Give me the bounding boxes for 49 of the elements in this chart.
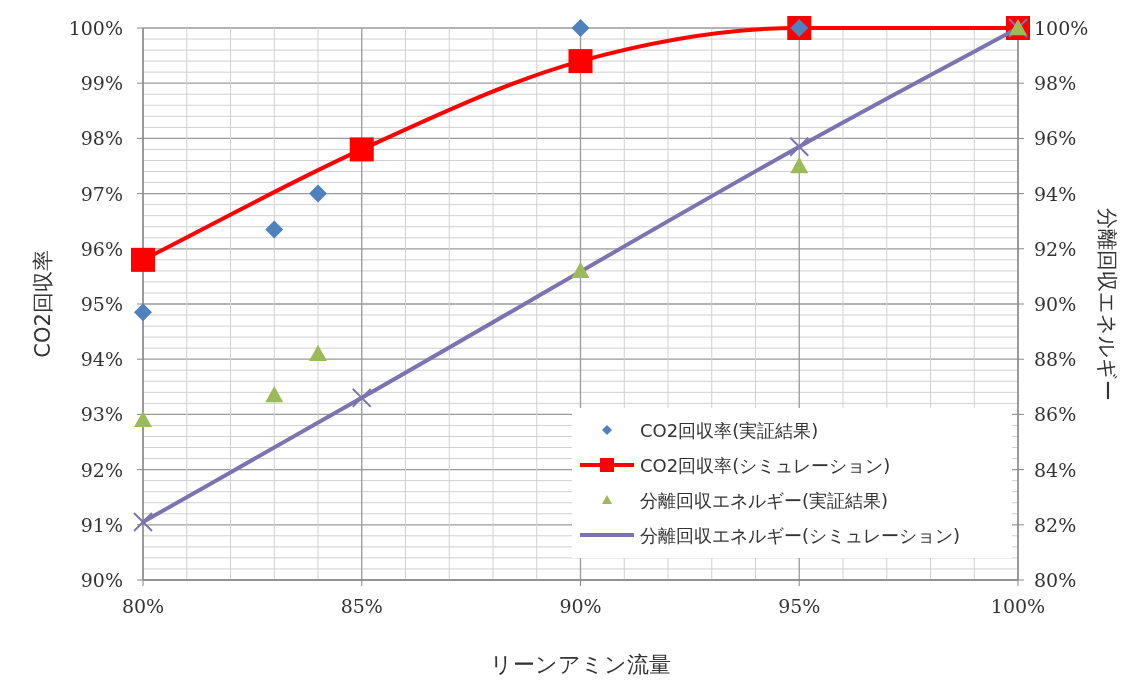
- point: [351, 387, 372, 408]
- point: [309, 184, 327, 203]
- point: [265, 220, 284, 239]
- y2-tick-label: 90%: [1034, 293, 1077, 315]
- point: [309, 344, 327, 361]
- point: [133, 512, 153, 533]
- legend-label: 分離回収エネルギー(シミュレーション): [640, 525, 961, 546]
- y2-tick-label: 80%: [1034, 569, 1077, 591]
- y-tick-label: 94%: [80, 348, 123, 371]
- legend-label: CO2回収率(実証結果): [640, 420, 819, 441]
- y2-tick-label: 98%: [1034, 72, 1077, 95]
- point: [349, 137, 374, 162]
- y-tick-label: 95%: [80, 293, 123, 315]
- x-tick-label: 80%: [121, 595, 165, 617]
- y2-tick-label: 100%: [1034, 17, 1089, 39]
- x-tick-label: 95%: [778, 595, 821, 617]
- y2-axis-title: 分離回収エネルギー: [1095, 207, 1119, 401]
- point: [265, 386, 284, 403]
- y-tick-label: 93%: [80, 403, 123, 426]
- point: [571, 261, 590, 279]
- legend-label: CO2回収率(シミュレーション): [640, 455, 891, 476]
- x-tick-label: 90%: [559, 595, 602, 617]
- y2-tick-label: 92%: [1034, 237, 1077, 260]
- x-axis-title: リーンアミン流量: [490, 652, 671, 677]
- y-tick-label: 90%: [80, 569, 123, 591]
- y-tick-label: 92%: [80, 458, 123, 481]
- y2-tick-label: 96%: [1034, 127, 1077, 150]
- x-tick-label: 85%: [340, 595, 383, 617]
- y-tick-label: 100%: [68, 17, 123, 39]
- y2-tick-label: 86%: [1034, 403, 1077, 426]
- point: [789, 136, 810, 157]
- y-tick-label: 98%: [80, 127, 123, 150]
- y-tick-label: 91%: [80, 513, 123, 536]
- y2-tick-label: 84%: [1034, 458, 1077, 481]
- x-tick-label: 100%: [990, 595, 1046, 617]
- y2-tick-label: 88%: [1034, 348, 1077, 371]
- y-tick-label: 96%: [80, 237, 123, 260]
- y-axis-title: CO2回収率: [31, 250, 55, 358]
- point: [571, 19, 590, 37]
- y2-tick-label: 94%: [1034, 182, 1077, 205]
- legend-label: 分離回収エネルギー(実証結果): [640, 490, 889, 511]
- point: [131, 247, 155, 272]
- y2-tick-label: 82%: [1034, 513, 1077, 536]
- point: [134, 410, 152, 428]
- y-tick-label: 97%: [80, 182, 123, 205]
- point: [790, 157, 809, 174]
- point: [134, 303, 152, 322]
- point: [568, 49, 593, 74]
- y-tick-label: 99%: [80, 72, 123, 95]
